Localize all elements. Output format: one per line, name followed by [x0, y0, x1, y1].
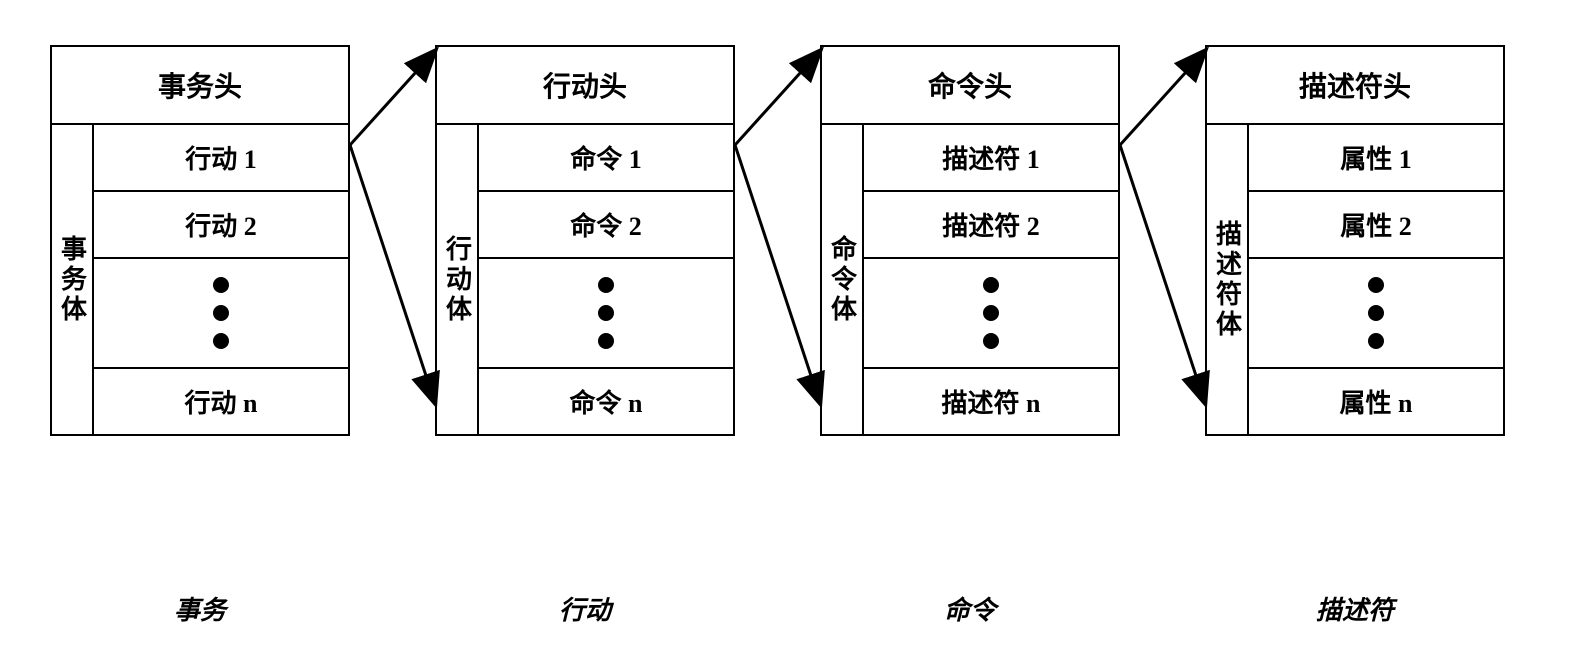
descriptor-header: 描述符头 [1207, 47, 1503, 125]
command-header: 命令头 [822, 47, 1118, 125]
dot-icon [213, 277, 229, 293]
ellipsis-dots [864, 259, 1118, 369]
action-header: 行动头 [437, 47, 733, 125]
transaction-header: 事务头 [52, 47, 348, 125]
dot-icon [983, 333, 999, 349]
descriptor-block: 描述符头描述符体属性 1属性 2 属性 n [1205, 45, 1505, 436]
descriptor-caption: 描述符 [1205, 590, 1505, 627]
transaction-item: 行动 2 [94, 192, 348, 259]
dot-icon [213, 305, 229, 321]
descriptor-items: 属性 1属性 2 属性 n [1249, 125, 1503, 434]
dot-icon [1368, 305, 1384, 321]
action-item: 命令 2 [479, 192, 733, 259]
ellipsis-dots [479, 259, 733, 369]
descriptor-item: 属性 1 [1249, 125, 1503, 192]
action-side-label: 行动体 [437, 125, 479, 434]
command-caption: 命令 [820, 590, 1120, 627]
action-body: 行动体命令 1命令 2 命令 n [437, 125, 733, 434]
descriptor-item: 属性 2 [1249, 192, 1503, 259]
action-item: 命令 1 [479, 125, 733, 192]
command-item: 描述符 n [864, 369, 1118, 434]
dot-icon [1368, 277, 1384, 293]
dot-icon [213, 333, 229, 349]
dot-icon [598, 277, 614, 293]
descriptor-side-label: 描述符体 [1207, 125, 1249, 434]
command-block: 命令头命令体描述符 1描述符 2 描述符 n [820, 45, 1120, 436]
action-item: 命令 n [479, 369, 733, 434]
expand-arrow [1120, 145, 1205, 403]
expand-arrow [350, 51, 435, 145]
transaction-side-label: 事务体 [52, 125, 94, 434]
dot-icon [983, 277, 999, 293]
command-item: 描述符 1 [864, 125, 1118, 192]
command-body: 命令体描述符 1描述符 2 描述符 n [822, 125, 1118, 434]
ellipsis-dots [1249, 259, 1503, 369]
action-block: 行动头行动体命令 1命令 2 命令 n [435, 45, 735, 436]
command-side-label: 命令体 [822, 125, 864, 434]
command-items: 描述符 1描述符 2 描述符 n [864, 125, 1118, 434]
transaction-item: 行动 1 [94, 125, 348, 192]
dot-icon [598, 333, 614, 349]
transaction-block: 事务头事务体行动 1行动 2 行动 n [50, 45, 350, 436]
expand-arrow [350, 145, 435, 403]
expand-arrow [735, 51, 820, 145]
dot-icon [598, 305, 614, 321]
descriptor-item: 属性 n [1249, 369, 1503, 434]
command-item: 描述符 2 [864, 192, 1118, 259]
action-caption: 行动 [435, 590, 735, 627]
dot-icon [1368, 333, 1384, 349]
transaction-caption: 事务 [50, 590, 350, 627]
transaction-body: 事务体行动 1行动 2 行动 n [52, 125, 348, 434]
dot-icon [983, 305, 999, 321]
transaction-item: 行动 n [94, 369, 348, 434]
expand-arrow [735, 145, 820, 403]
expand-arrow [1120, 51, 1205, 145]
descriptor-body: 描述符体属性 1属性 2 属性 n [1207, 125, 1503, 434]
action-items: 命令 1命令 2 命令 n [479, 125, 733, 434]
transaction-items: 行动 1行动 2 行动 n [94, 125, 348, 434]
ellipsis-dots [94, 259, 348, 369]
